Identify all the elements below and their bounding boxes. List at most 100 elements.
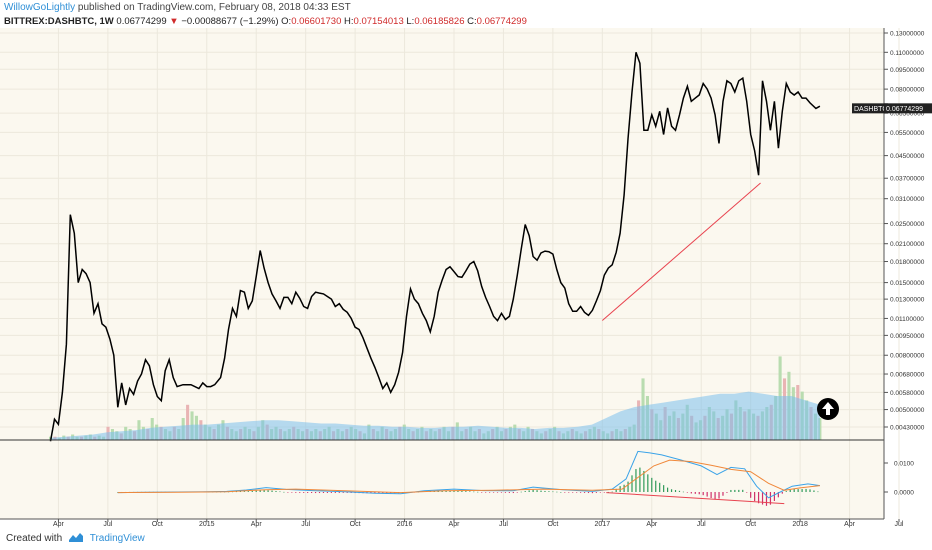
- histogram-bar: [465, 491, 467, 492]
- created-with-text: Created with: [6, 533, 63, 544]
- price-tick-label: 0.13000000: [890, 31, 925, 38]
- publish-info: WillowGoLightly published on TradingView…: [4, 2, 904, 15]
- last-price-tag: DASHBTC 0.06774299: [852, 103, 932, 114]
- histogram-bar: [374, 492, 376, 494]
- price-axis[interactable]: 0.13000000 0.11000000 0.09500000 0.08000000…: [884, 31, 925, 432]
- histogram-bar: [326, 492, 329, 493]
- histogram-bar: [591, 492, 594, 494]
- histogram-bar: [690, 492, 692, 494]
- price-change: −0.00088677 (−1.29%): [181, 16, 279, 27]
- histogram-bar: [243, 491, 245, 492]
- time-tick-label: Apr: [53, 521, 65, 528]
- histogram-bar: [603, 492, 605, 493]
- histogram-bar: [742, 489, 744, 492]
- histogram-bar: [496, 492, 499, 493]
- histogram-bar: [303, 492, 305, 493]
- price-tick-label: 0.03100000: [890, 196, 925, 203]
- histogram-bar: [599, 492, 601, 493]
- open-value: 0.06601730: [291, 16, 342, 27]
- price-tick-label: 0.08000000: [890, 87, 925, 94]
- histogram-bar: [738, 489, 740, 492]
- price-tick-label: 0.00580000: [890, 390, 925, 397]
- histogram-bar: [813, 490, 815, 492]
- histogram-bar: [706, 492, 708, 497]
- price-tick-label: 0.05500000: [890, 130, 925, 137]
- volume-ma-area: [50, 391, 820, 440]
- histogram-bar: [678, 490, 681, 492]
- histogram-bar: [318, 492, 321, 494]
- price-tick-label: 0.02500000: [890, 221, 925, 228]
- histogram-bar: [777, 492, 779, 498]
- close-label: C:: [467, 16, 477, 27]
- histogram-bar: [544, 490, 546, 492]
- tradingview-link[interactable]: TradingView: [89, 533, 145, 544]
- histogram-bar: [552, 491, 554, 493]
- histogram-bar: [809, 489, 811, 492]
- signal-line: [117, 459, 820, 494]
- histogram-bar: [299, 492, 301, 493]
- macd-trendline[interactable]: [606, 492, 785, 505]
- time-tick-label: Jul: [499, 521, 508, 528]
- histogram-bar: [322, 492, 325, 493]
- histogram-bar: [536, 490, 538, 492]
- macd-axis[interactable]: 0.0100 0.0000: [884, 461, 914, 497]
- histogram-bar: [263, 490, 265, 492]
- time-tick-label: Oct: [745, 521, 756, 528]
- macd-tick-label: 0.0100: [894, 461, 914, 468]
- histogram-bar: [338, 492, 340, 493]
- histogram-bar: [524, 491, 526, 492]
- symbol-label[interactable]: BITTREX:DASHBTC, 1W: [4, 16, 114, 27]
- histogram-bar: [247, 491, 249, 492]
- histogram-bar: [271, 490, 273, 492]
- time-axis[interactable]: Apr Jul Oct 2015 Apr Jul Oct 2016 Apr Jul Oct 2017 A…: [53, 519, 904, 528]
- histogram-bar: [287, 492, 289, 493]
- histogram-bar: [587, 492, 590, 494]
- histogram-bar: [670, 489, 673, 492]
- histogram-bar: [117, 492, 119, 493]
- histogram-bar: [615, 488, 617, 492]
- histogram-bar: [643, 470, 645, 492]
- time-tick-label: 2018: [792, 521, 808, 528]
- histogram-bar: [805, 488, 807, 492]
- histogram-bar: [481, 492, 483, 493]
- price-tick-label: 0.01500000: [890, 280, 925, 287]
- price-tick-label: 0.04500000: [890, 153, 925, 160]
- histogram-bar: [663, 485, 665, 492]
- histogram-bar: [583, 492, 586, 493]
- histogram-bar: [710, 492, 712, 499]
- ohlc-legend: BITTREX:DASHBTC, 1W 0.06774299 ▼ −0.0008…: [4, 16, 904, 30]
- histogram-bar: [702, 492, 704, 496]
- histogram-bar: [548, 491, 550, 492]
- time-tick-label: Oct: [547, 521, 558, 528]
- price-tick-label: 0.03700000: [890, 176, 925, 183]
- chart-header: WillowGoLightly published on TradingView…: [4, 2, 904, 30]
- histogram-bar: [750, 492, 752, 498]
- change-arrow-icon: ▼: [169, 16, 179, 27]
- histogram-bar: [449, 490, 451, 492]
- histogram-bar: [655, 480, 657, 492]
- price-line[interactable]: [49, 52, 821, 442]
- histogram-bar: [769, 492, 772, 505]
- last-price: 0.06774299: [116, 16, 167, 27]
- histogram-bar: [378, 492, 380, 494]
- histogram-bar: [520, 491, 522, 493]
- price-tick-label: 0.00680000: [890, 372, 925, 379]
- histogram-bar: [259, 490, 261, 492]
- histogram-bar: [718, 492, 720, 499]
- histogram-bar: [239, 491, 241, 493]
- last-price-value-box: [884, 103, 932, 114]
- histogram-bar: [485, 492, 487, 493]
- trendline[interactable]: [602, 182, 761, 321]
- scroll-to-latest-button[interactable]: [817, 398, 839, 420]
- histogram-bar: [516, 492, 518, 493]
- histogram-bar: [651, 477, 653, 492]
- histogram-bar: [611, 491, 613, 493]
- histogram-bar: [334, 492, 336, 493]
- author-link[interactable]: WillowGoLightly: [4, 2, 76, 13]
- histogram-bar: [556, 491, 558, 493]
- histogram-bar: [726, 492, 728, 493]
- histogram-bar: [235, 491, 238, 493]
- last-price-value: 0.06774299: [886, 106, 923, 113]
- histogram-bar: [682, 491, 685, 493]
